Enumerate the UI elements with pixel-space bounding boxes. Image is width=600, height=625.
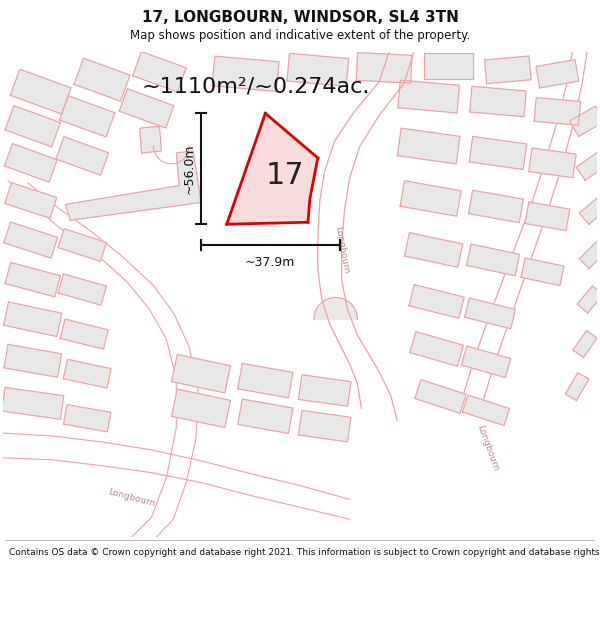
Polygon shape (58, 229, 106, 261)
Text: Map shows position and indicative extent of the property.: Map shows position and indicative extent… (130, 29, 470, 42)
Polygon shape (299, 375, 351, 406)
Polygon shape (238, 364, 293, 398)
Polygon shape (10, 69, 71, 114)
Polygon shape (56, 137, 109, 175)
Polygon shape (580, 241, 600, 269)
Polygon shape (469, 190, 523, 222)
Polygon shape (356, 52, 412, 83)
Polygon shape (570, 106, 600, 136)
Polygon shape (409, 284, 464, 318)
Polygon shape (59, 96, 115, 137)
Polygon shape (577, 286, 600, 313)
Polygon shape (5, 182, 57, 218)
Polygon shape (60, 319, 108, 349)
Polygon shape (172, 389, 230, 428)
Polygon shape (133, 52, 186, 92)
Polygon shape (314, 298, 358, 319)
Polygon shape (65, 151, 201, 220)
Polygon shape (404, 232, 463, 268)
Polygon shape (485, 56, 531, 84)
Polygon shape (463, 395, 509, 426)
Text: Longbourn: Longbourn (476, 424, 500, 472)
Polygon shape (119, 89, 174, 128)
Polygon shape (521, 258, 564, 286)
Polygon shape (212, 56, 279, 91)
Polygon shape (415, 380, 466, 413)
Text: ~56.0m: ~56.0m (182, 144, 196, 194)
Polygon shape (64, 359, 111, 388)
Text: Contains OS data © Crown copyright and database right 2021. This information is : Contains OS data © Crown copyright and d… (9, 548, 600, 556)
Polygon shape (469, 136, 527, 169)
Polygon shape (400, 181, 461, 216)
Polygon shape (58, 274, 106, 305)
Polygon shape (576, 151, 600, 180)
Polygon shape (64, 404, 111, 432)
Polygon shape (470, 86, 526, 117)
Polygon shape (4, 344, 62, 377)
Polygon shape (461, 346, 511, 378)
Polygon shape (536, 59, 579, 88)
Text: Longbourn: Longbourn (333, 226, 350, 274)
Polygon shape (397, 128, 460, 164)
Polygon shape (565, 372, 589, 401)
Polygon shape (467, 244, 520, 276)
Polygon shape (4, 302, 62, 336)
Polygon shape (464, 298, 515, 329)
Text: Longbourn: Longbourn (107, 487, 156, 508)
Text: ~1110m²/~0.274ac.: ~1110m²/~0.274ac. (142, 77, 370, 97)
Polygon shape (573, 331, 597, 357)
Polygon shape (287, 53, 349, 86)
Polygon shape (238, 399, 293, 433)
Polygon shape (580, 196, 600, 224)
Polygon shape (4, 222, 58, 258)
Polygon shape (74, 58, 130, 101)
Polygon shape (398, 80, 460, 113)
Polygon shape (534, 98, 581, 125)
Polygon shape (172, 354, 230, 393)
Polygon shape (410, 332, 463, 366)
Polygon shape (5, 106, 61, 147)
Polygon shape (4, 144, 57, 182)
Polygon shape (227, 113, 318, 224)
Text: 17, LONGBOURN, WINDSOR, SL4 3TN: 17, LONGBOURN, WINDSOR, SL4 3TN (142, 11, 458, 26)
Polygon shape (529, 148, 576, 178)
Polygon shape (140, 126, 161, 153)
Text: ~37.9m: ~37.9m (245, 256, 295, 269)
Polygon shape (2, 388, 64, 419)
Polygon shape (424, 53, 473, 79)
Polygon shape (299, 411, 351, 442)
Text: 17: 17 (266, 161, 305, 190)
Polygon shape (5, 262, 61, 297)
Polygon shape (525, 202, 570, 231)
